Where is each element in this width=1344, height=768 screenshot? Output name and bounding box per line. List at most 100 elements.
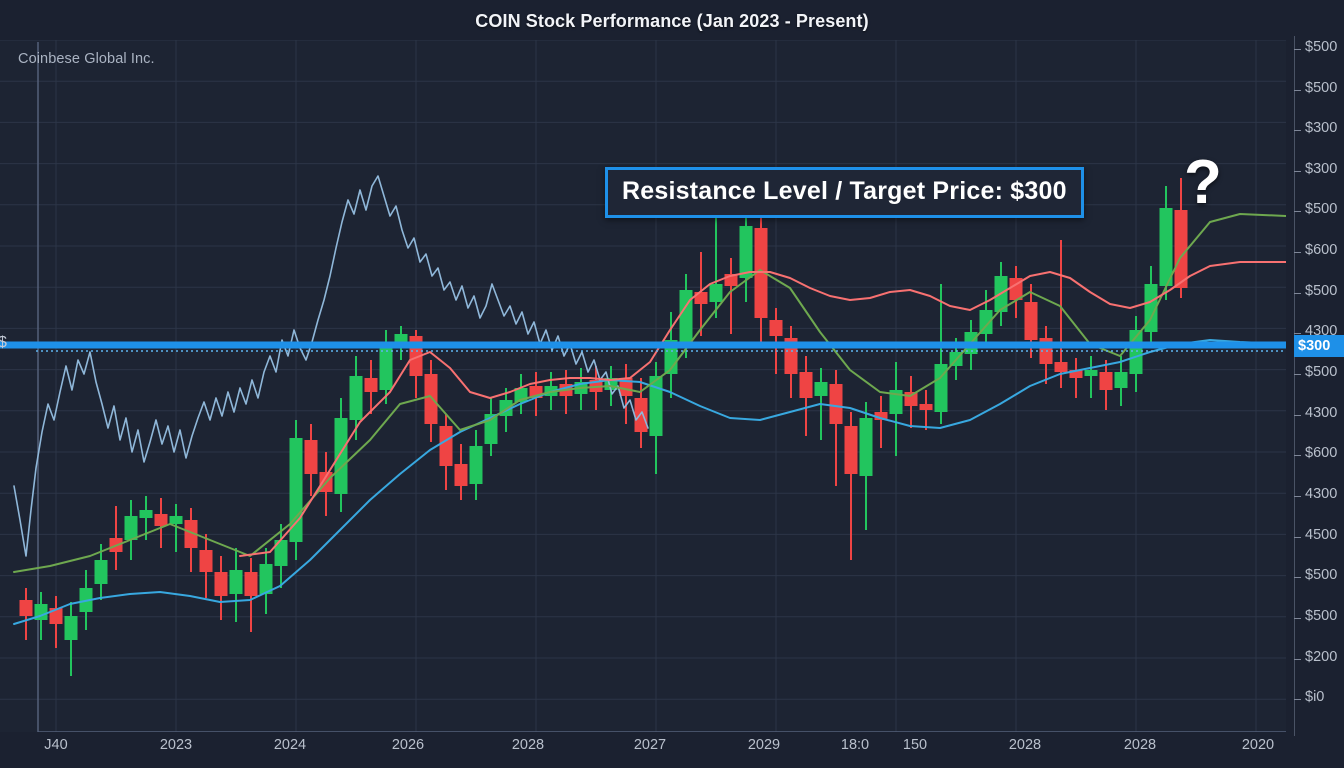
- y-tick-mark: [1294, 170, 1301, 172]
- y-tick-mark: [1294, 332, 1301, 334]
- x-tick-label: 2027: [633, 737, 667, 753]
- x-tick-label: 2029: [747, 737, 781, 753]
- y-tick-label: $i0: [1305, 689, 1325, 705]
- candle-body: [184, 520, 198, 548]
- y-tick-label: $500: [1305, 567, 1338, 583]
- y-tick-mark: [1294, 454, 1301, 456]
- candle-body: [349, 376, 363, 420]
- y-tick-label: $600: [1305, 242, 1338, 258]
- candle-body: [439, 426, 453, 466]
- candle-body: [1144, 284, 1158, 332]
- y-tick-mark: [1294, 373, 1301, 375]
- candle-body: [454, 464, 468, 486]
- x-tick-label: 2020: [1241, 737, 1275, 753]
- y-tick-mark: [1294, 617, 1301, 619]
- candle-body: [469, 446, 483, 484]
- x-tick-label: 18:0: [840, 737, 870, 753]
- ma-slow-line: [13, 339, 1286, 625]
- candle-body: [124, 516, 138, 540]
- candle-body: [1024, 302, 1038, 340]
- candle-body: [49, 608, 63, 624]
- page-title: COIN Stock Performance (Jan 2023 - Prese…: [475, 11, 869, 31]
- plot-background: [0, 40, 1286, 732]
- candle-body: [799, 372, 813, 398]
- candle-body: [1054, 362, 1068, 372]
- candle-body: [1159, 208, 1173, 286]
- y-tick-label: $500: [1305, 201, 1338, 217]
- x-tick-label: 2026: [391, 737, 425, 753]
- grid-lines: [0, 40, 1286, 732]
- y-tick-label: $600: [1305, 445, 1338, 461]
- candle-body: [1174, 210, 1188, 288]
- y-tick-mark: [1294, 658, 1301, 660]
- y-tick-label: $500: [1305, 283, 1338, 299]
- candle-body: [919, 404, 933, 410]
- y-tick-mark: [1294, 251, 1301, 253]
- candle-body: [154, 514, 168, 526]
- resistance-callout: Resistance Level / Target Price: $300: [605, 167, 1084, 218]
- candle-body: [64, 616, 78, 640]
- question-mark-annotation: ?: [1184, 148, 1222, 217]
- y-tick-mark: [1294, 210, 1301, 212]
- left-axis-dollar-marker: $: [0, 334, 7, 351]
- candle-body: [334, 418, 348, 494]
- y-tick-label: $500: [1305, 80, 1338, 96]
- candle-body: [769, 320, 783, 336]
- price-axis: $500 $500 $300 $300 $500 $600 $500 4300 $500 4300…: [1286, 0, 1344, 768]
- candle-body: [424, 374, 438, 424]
- candle-body: [304, 440, 318, 474]
- y-tick-mark: [1294, 576, 1301, 578]
- x-tick-label: 2028: [1123, 737, 1157, 753]
- candle-body: [904, 392, 918, 406]
- x-tick-label: 2028: [1008, 737, 1042, 753]
- y-tick-label: 4300: [1305, 405, 1338, 421]
- current-price-badge: $300: [1294, 335, 1344, 357]
- candle-body: [829, 384, 843, 424]
- candle-body: [889, 390, 903, 414]
- candle-body: [244, 572, 258, 596]
- candle-body: [289, 438, 303, 542]
- candle-body: [634, 398, 648, 432]
- y-tick-label: $500: [1305, 364, 1338, 380]
- y-tick-mark: [1294, 129, 1301, 131]
- candle-body: [859, 418, 873, 476]
- y-tick-label: 4500: [1305, 527, 1338, 543]
- candle-body: [844, 426, 858, 474]
- candle-body: [649, 376, 663, 436]
- y-tick-mark: [1294, 48, 1301, 50]
- candle-body: [979, 310, 993, 334]
- candle-body: [814, 382, 828, 396]
- ma-mid-line: [13, 213, 1286, 573]
- y-tick-mark: [1294, 536, 1301, 538]
- x-tick-label: 150: [902, 737, 928, 753]
- candle-body: [1114, 372, 1128, 388]
- plot-area: [0, 40, 1286, 732]
- x-tick-label: 2028: [511, 737, 545, 753]
- candle-body: [139, 510, 153, 518]
- candle-body: [229, 570, 243, 594]
- y-tick-mark: [1294, 292, 1301, 294]
- candle-body: [679, 290, 693, 342]
- candle-body: [259, 564, 273, 594]
- y-tick-label: 4300: [1305, 486, 1338, 502]
- x-tick-label: 2024: [273, 737, 307, 753]
- candle-body: [199, 550, 213, 572]
- candle-body: [274, 540, 288, 566]
- candle-body: [169, 516, 183, 524]
- candle-body: [874, 412, 888, 420]
- line-series-line: [13, 175, 649, 557]
- candle-body: [1069, 370, 1083, 378]
- candle-body: [379, 348, 393, 390]
- candle-body: [19, 600, 33, 616]
- y-tick-label: $500: [1305, 39, 1338, 55]
- candle-body: [364, 378, 378, 392]
- candle-body: [214, 572, 228, 596]
- y-tick-mark: [1294, 495, 1301, 497]
- candle-body: [619, 378, 633, 396]
- ma-fast-line: [239, 261, 1286, 557]
- axis-spine: [1294, 36, 1295, 736]
- y-tick-label: $200: [1305, 649, 1338, 665]
- y-tick-mark: [1294, 89, 1301, 91]
- candle-body: [934, 364, 948, 412]
